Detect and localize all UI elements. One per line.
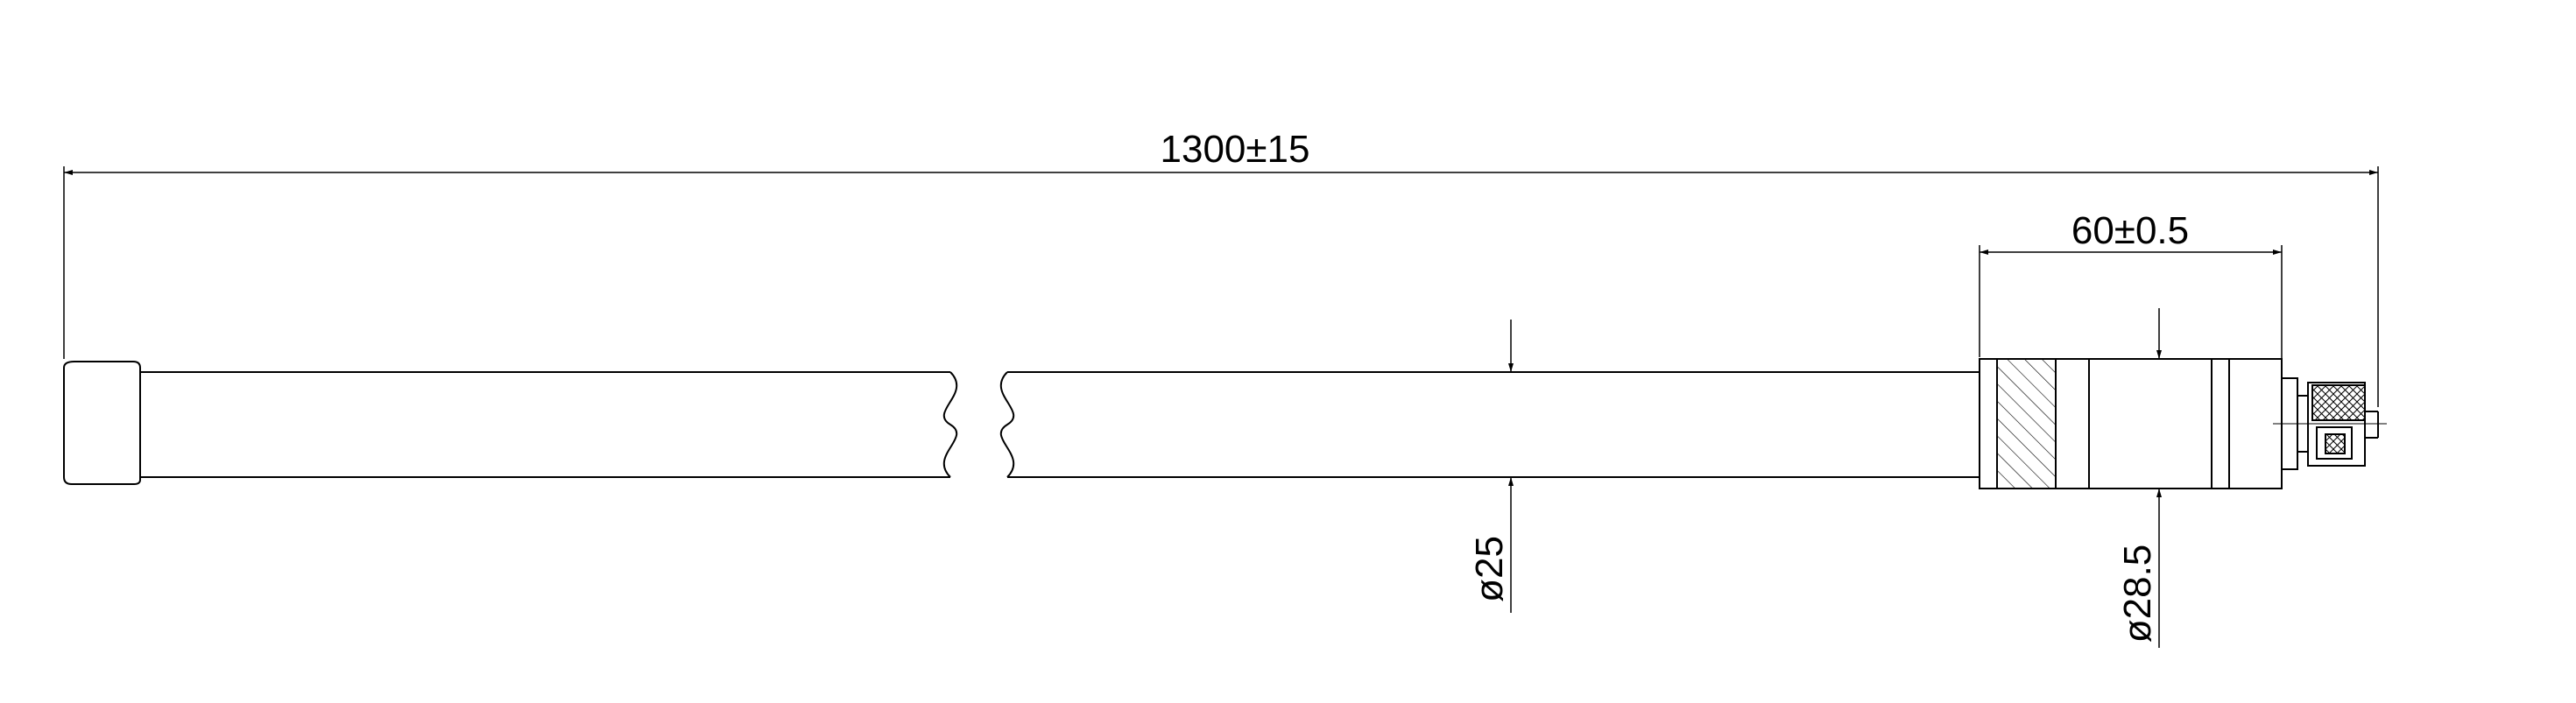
connector-length-label: 60±0.5 [2071,209,2189,252]
end-cap [63,361,141,485]
connector-sleeve [1979,358,2283,489]
connector-length-dimension [1979,245,2283,375]
tube-diameter-label: ø25 [1468,536,1511,602]
overall-length-dimension [63,166,2379,407]
sleeve-diameter-label: ø28.5 [2116,545,2159,643]
radome-tube-right [999,371,1980,478]
radome-tube-left [140,371,958,478]
overall-length-label: 1300±15 [1161,128,1310,171]
